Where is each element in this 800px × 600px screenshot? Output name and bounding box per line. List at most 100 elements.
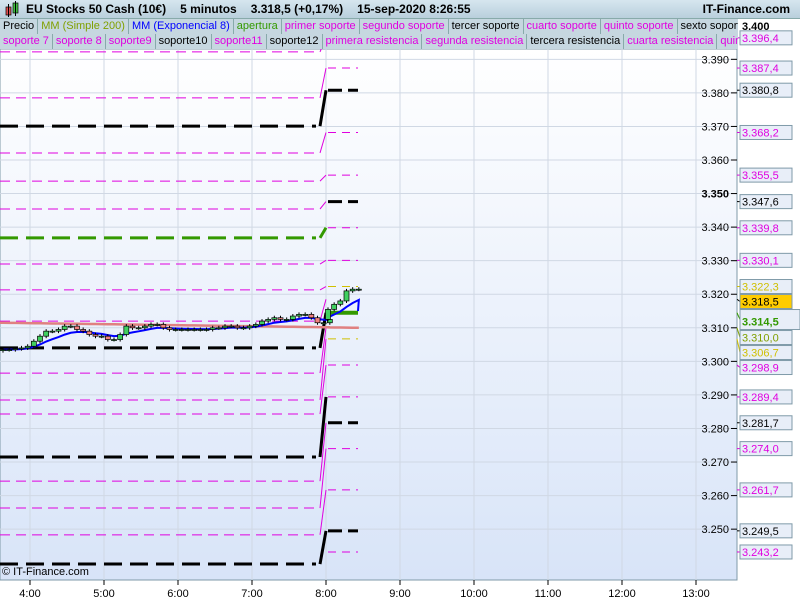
candle <box>104 335 111 340</box>
y-tick-label: 3.390 <box>701 54 729 66</box>
candle <box>37 335 43 342</box>
level-price-tag <box>739 60 793 76</box>
candle <box>12 348 19 350</box>
site-name: IT-Finance.com <box>702 2 790 16</box>
legend-row-2: soporte 7 soporte 8 soporte9 soporte10 sopor… <box>0 34 738 49</box>
level-price-tag <box>739 167 793 183</box>
legend-item[interactable]: soporte 8 <box>52 34 106 49</box>
candle <box>246 325 253 329</box>
level-price-label: 3.274,0 <box>742 444 779 456</box>
level-price-label: 3.387,4 <box>742 63 779 75</box>
candle <box>265 319 272 322</box>
candle <box>289 315 296 320</box>
candle <box>197 329 204 331</box>
candle <box>259 320 265 325</box>
legend-item[interactable]: Precio <box>0 19 39 34</box>
legend-item[interactable]: quinto soporte <box>600 19 678 34</box>
candle <box>178 329 185 331</box>
legend-item[interactable]: primer soporte <box>281 19 360 34</box>
candle <box>325 308 331 320</box>
candle <box>320 322 327 325</box>
level-price-tag <box>739 309 800 331</box>
level-price-label: 3.289,4 <box>742 392 779 404</box>
legend-item[interactable]: tercera resistencia <box>527 34 625 49</box>
candle <box>80 329 87 332</box>
level-price-label: 3.368,2 <box>742 127 779 139</box>
legend-item[interactable]: cuarto soporte <box>523 19 601 34</box>
candle <box>172 329 179 331</box>
x-tick-label: 13:00 <box>682 588 710 600</box>
y-tick-label: 3.270 <box>701 457 729 469</box>
level-price-label: 3.261,7 <box>742 485 779 497</box>
legend-item[interactable]: tercer soporte <box>448 19 524 34</box>
level-price-label: 3.318,5 <box>742 297 779 309</box>
legend-item[interactable]: quinta resistencia <box>717 34 738 49</box>
y-tick-label: 3.380 <box>701 88 729 100</box>
candle <box>55 329 62 332</box>
x-tick-label: 8:00 <box>315 588 336 600</box>
level-price-tag <box>739 252 793 268</box>
candle <box>191 329 198 331</box>
candle <box>222 325 228 329</box>
x-tick-label: 11:00 <box>535 588 562 600</box>
candle <box>308 314 315 319</box>
level-price-tag <box>739 294 793 310</box>
sma200-line <box>0 321 359 330</box>
level-price-label: 3.322,3 <box>742 282 779 294</box>
legend-item[interactable]: primera resistencia <box>322 34 423 49</box>
candle <box>98 335 105 338</box>
legend-item[interactable]: soporte10 <box>155 34 212 49</box>
level-price-tag <box>739 441 793 457</box>
legend-item[interactable]: MM (Simple 200) <box>38 19 129 34</box>
legend-item[interactable]: soporte9 <box>105 34 156 49</box>
candle <box>160 324 167 329</box>
level-price-label: 3.347,6 <box>742 197 779 209</box>
candle <box>43 330 50 337</box>
legend-item[interactable]: segunda resistencia <box>422 34 528 49</box>
level-price-tag <box>739 330 793 346</box>
y-tick-label: 3.360 <box>701 155 729 167</box>
candle <box>18 347 25 350</box>
candle <box>111 339 117 341</box>
legend-item[interactable]: soporte12 <box>266 34 323 49</box>
candle <box>117 334 124 340</box>
candle <box>0 349 6 351</box>
x-tick-label: 5:00 <box>93 588 114 600</box>
level-price-tag <box>739 124 793 140</box>
candle <box>209 327 216 330</box>
legend-item[interactable]: soporte 7 <box>0 34 53 49</box>
level-price-tag <box>739 544 793 560</box>
x-tick-label: 4:00 <box>19 588 40 600</box>
candle <box>129 325 136 329</box>
candle <box>86 330 93 335</box>
candle <box>271 317 278 320</box>
level-price-label: 3.243,2 <box>742 547 779 559</box>
legend-item[interactable]: soporte11 <box>211 34 267 49</box>
y-tick-label: 3.400 <box>742 21 770 33</box>
candle <box>355 288 362 291</box>
candle <box>283 319 290 321</box>
legend-row-1: Precio MM (Simple 200) MM (Exponencial 8) a… <box>0 19 738 34</box>
legend-item[interactable]: MM (Exponencial 8) <box>128 19 234 34</box>
candle <box>135 327 142 330</box>
legend-item[interactable]: apertura <box>233 19 282 34</box>
candle <box>49 330 56 333</box>
candle <box>154 324 161 326</box>
legend-item[interactable]: sexto soporte <box>677 19 738 34</box>
legend-item[interactable]: cuarta resistencia <box>624 34 718 49</box>
candle <box>148 324 154 327</box>
x-tick-label: 10:00 <box>460 588 488 600</box>
candle <box>123 325 130 335</box>
y-tick-label: 3.350 <box>701 189 729 201</box>
legend-item[interactable]: segundo soporte <box>359 19 449 34</box>
level-price-tag <box>739 30 793 46</box>
level-price-label: 3.396,4 <box>742 33 779 45</box>
level-price-label: 3.306,7 <box>742 348 779 360</box>
candle <box>166 327 173 330</box>
interval[interactable]: 5 minutos <box>180 2 237 16</box>
level-price-tag <box>739 415 793 431</box>
x-tick-label: 12:00 <box>608 588 636 600</box>
title-bar: EU Stocks 50 Cash (10€) 5 minutos 3.318,… <box>0 0 800 19</box>
candle <box>215 327 222 330</box>
